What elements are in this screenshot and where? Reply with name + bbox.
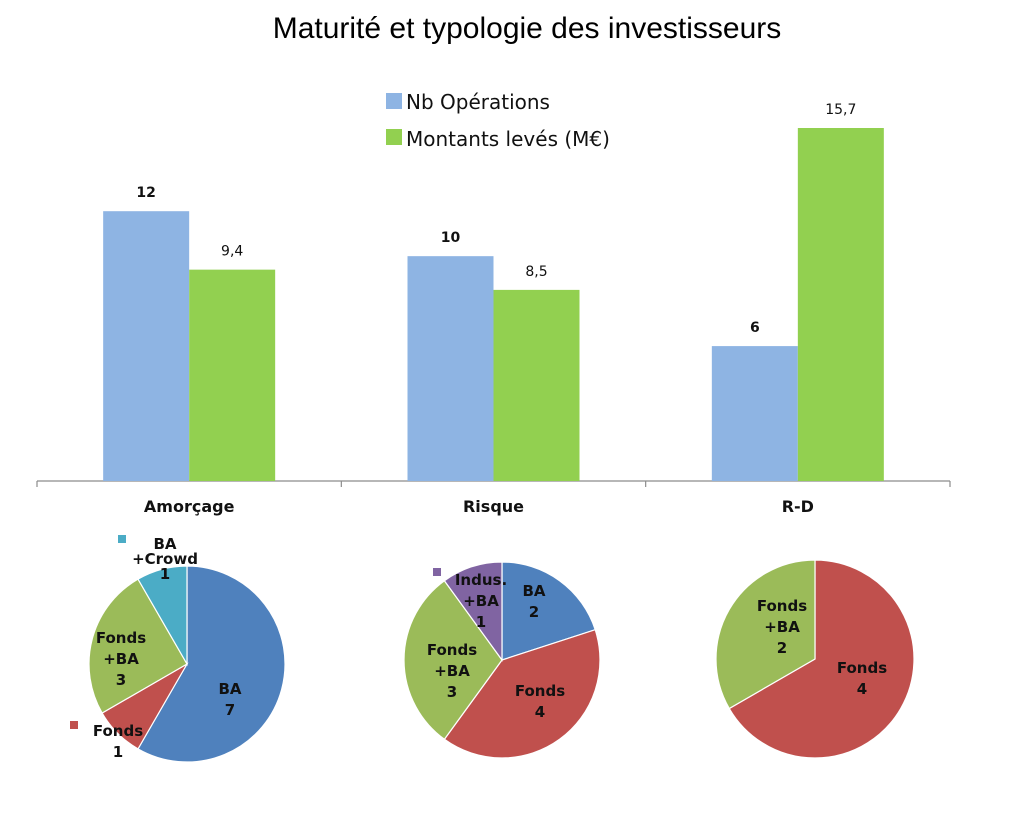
bar-plot-area: 12 9,4 Amorçage 10 8,5 Risque 6 15,7 R-D bbox=[36, 102, 951, 516]
pie-slice-risque-fonds bbox=[443, 628, 601, 759]
pie-label-risque-fonds-ba: Fonds +BA 3 bbox=[427, 641, 477, 701]
pie-slice-r-d-fonds bbox=[728, 559, 915, 759]
bar-nb-operations-risque bbox=[407, 256, 494, 481]
pie-slice-amorcage-fonds-ba bbox=[88, 578, 188, 714]
pie-slice-risque-ba bbox=[501, 561, 596, 661]
chart-title: Maturité et typologie des investisseurs bbox=[273, 12, 782, 45]
category-label-risque: Risque bbox=[463, 497, 524, 516]
pie-label-amorcage-fonds-ba: Fonds +BA 3 bbox=[96, 629, 146, 689]
legend-swatch-montants-leves bbox=[386, 129, 402, 145]
category-label-amorcage: Amorçage bbox=[144, 497, 235, 516]
pie-label-amorcage-fonds: Fonds 1 bbox=[93, 722, 143, 761]
pie-label-r-d-fonds-ba: Fonds +BA 2 bbox=[757, 597, 807, 657]
pie-amorcage: BA 7 Fonds 1 Fonds +BA 3 BA +Crowd 1 bbox=[70, 535, 286, 763]
pie-label-marker-amorcage-fonds bbox=[70, 721, 78, 729]
pie-label-risque-fonds: Fonds 4 bbox=[515, 682, 565, 721]
bar-nb-operations-r-d bbox=[711, 346, 798, 481]
bar-montants-leves-m-risque bbox=[493, 289, 580, 481]
bar-nb-operations-amorcage bbox=[103, 211, 190, 481]
pie-risque: BA 2 Fonds 4 Fonds +BA 3 Indus. +BA 1 bbox=[403, 561, 601, 759]
data-label-nb-operations-amorcage: 12 bbox=[136, 185, 155, 201]
pie-slice-risque-fonds-ba bbox=[403, 579, 503, 741]
data-label-montants-leves-m-r-d: 15,7 bbox=[825, 102, 856, 118]
legend-label-montants-leves: Montants levés (M€) bbox=[406, 127, 610, 151]
legend-swatch-nb-operations bbox=[386, 93, 402, 109]
pie-label-r-d-fonds: Fonds 4 bbox=[837, 659, 887, 698]
pie-slice-amorcage-ba bbox=[137, 565, 286, 763]
legend-label-nb-operations: Nb Opérations bbox=[406, 90, 550, 114]
pie-label-amorcage-ba: BA 7 bbox=[218, 680, 241, 719]
data-label-montants-leves-m-risque: 8,5 bbox=[525, 264, 547, 280]
pie-label-risque-indus-ba: Indus. +BA 1 bbox=[455, 571, 507, 631]
category-label-r-d: R-D bbox=[782, 497, 814, 516]
pie-slice-risque-indus-ba bbox=[443, 561, 503, 662]
legend: Nb Opérations Montants levés (M€) bbox=[386, 90, 610, 151]
bar-montants-leves-m-amorcage bbox=[189, 269, 276, 481]
data-label-nb-operations-risque: 10 bbox=[441, 230, 461, 246]
pie-r-d: Fonds 4 Fonds +BA 2 bbox=[715, 559, 915, 759]
data-label-montants-leves-m-amorcage: 9,4 bbox=[221, 244, 243, 260]
bar-montants-leves-m-r-d bbox=[797, 128, 884, 481]
pie-label-risque-ba: BA 2 bbox=[522, 582, 545, 621]
pie-slice-r-d-fonds-ba bbox=[715, 559, 816, 710]
pie-label-marker-risque-indus-ba bbox=[433, 568, 441, 576]
pie-label-marker-amorcage-ba-crowd bbox=[118, 535, 126, 543]
pie-label-amorcage-ba-crowd: BA +Crowd 1 bbox=[132, 535, 198, 583]
data-label-nb-operations-r-d: 6 bbox=[750, 320, 760, 336]
pie-slice-amorcage-ba-crowd bbox=[137, 565, 188, 667]
